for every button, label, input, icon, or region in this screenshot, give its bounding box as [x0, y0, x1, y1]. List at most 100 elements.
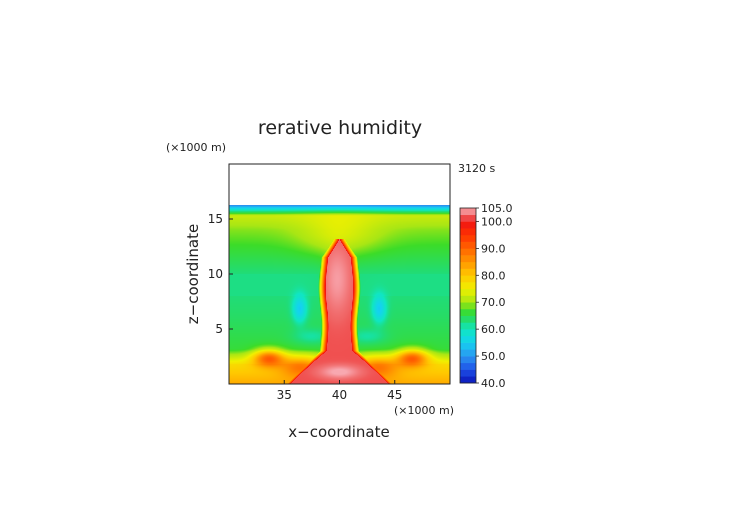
field-cell: [234, 219, 235, 220]
field-cell: [398, 216, 399, 217]
field-cell: [359, 207, 360, 208]
field-cell: [295, 211, 296, 212]
field-cell: [239, 206, 240, 207]
field-cell: [329, 210, 330, 211]
field-cell: [235, 205, 236, 206]
field-cell: [354, 222, 355, 223]
field-cell: [276, 220, 277, 221]
field-cell: [368, 216, 369, 217]
field-cell: [379, 219, 380, 220]
field-cell: [399, 207, 400, 208]
field-cell: [237, 219, 238, 220]
field-cell: [356, 212, 357, 213]
field-cell: [255, 210, 256, 211]
field-cell: [416, 206, 417, 207]
field-cell: [437, 214, 438, 215]
field-cell: [310, 219, 311, 220]
field-cell: [330, 209, 331, 210]
field-cell: [248, 207, 249, 208]
field-cell: [314, 217, 315, 218]
field-cell: [366, 208, 367, 209]
field-cell: [251, 216, 252, 217]
field-cell: [424, 212, 425, 213]
field-cell: [356, 221, 357, 222]
field-cell: [435, 209, 436, 210]
time-label: 3120 s: [458, 162, 495, 175]
field-cell: [424, 211, 425, 212]
field-cell: [380, 209, 381, 210]
field-cell: [358, 222, 359, 223]
field-cell: [374, 218, 375, 219]
field-cell: [393, 207, 394, 208]
field-cell: [299, 220, 300, 221]
field-cell: [299, 209, 300, 210]
field-cell: [395, 206, 396, 207]
field-cell: [310, 207, 311, 208]
field-cell: [425, 206, 426, 207]
field-cell: [441, 216, 442, 217]
field-cell: [251, 222, 252, 223]
field-cell: [435, 212, 436, 213]
field-cell: [281, 219, 282, 220]
field-cell: [327, 213, 328, 214]
field-cell: [288, 217, 289, 218]
field-cell: [336, 215, 337, 216]
field-cell: [294, 211, 295, 212]
field-cell: [417, 206, 418, 207]
field-cell: [369, 205, 370, 206]
field-cell: [369, 221, 370, 222]
field-cell: [246, 205, 247, 206]
field-cell: [263, 217, 264, 218]
field-cell: [399, 211, 400, 212]
field-cell: [279, 221, 280, 222]
field-cell: [299, 223, 300, 224]
field-cell: [274, 205, 275, 206]
field-cell: [251, 219, 252, 220]
field-cell: [289, 205, 290, 206]
field-cell: [352, 207, 353, 208]
field-cell: [414, 215, 415, 216]
field-cell: [301, 223, 302, 224]
field-cell: [372, 206, 373, 207]
field-cell: [312, 217, 313, 218]
field-cell: [250, 223, 251, 224]
field-cell: [326, 216, 327, 217]
field-cell: [350, 217, 351, 218]
field-cell: [296, 224, 297, 225]
field-cell: [328, 218, 329, 219]
field-cell: [304, 213, 305, 214]
field-cell: [240, 213, 241, 214]
field-cell: [384, 212, 385, 213]
field-cell: [432, 210, 433, 211]
field-cell: [241, 214, 242, 215]
field-cell: [434, 207, 435, 208]
field-cell: [248, 206, 249, 207]
field-cell: [257, 209, 258, 210]
field-cell: [396, 218, 397, 219]
field-cell: [303, 209, 304, 210]
field-cell: [348, 214, 349, 215]
field-cell: [327, 214, 328, 215]
field-cell: [409, 207, 410, 208]
field-cell: [309, 210, 310, 211]
field-cell: [408, 214, 409, 215]
field-cell: [366, 219, 367, 220]
field-cell: [288, 212, 289, 213]
field-cell: [358, 223, 359, 224]
field-cell: [443, 223, 444, 224]
field-cell: [247, 214, 248, 215]
field-cell: [291, 216, 292, 217]
field-cell: [294, 210, 295, 211]
field-cell: [440, 207, 441, 208]
field-cell: [364, 213, 365, 214]
field-cell: [439, 216, 440, 217]
field-cell: [434, 211, 435, 212]
field-cell: [343, 212, 344, 213]
field-cell: [392, 211, 393, 212]
field-cell: [413, 208, 414, 209]
field-cell: [264, 220, 265, 221]
field-cell: [384, 205, 385, 206]
field-cell: [352, 213, 353, 214]
field-cell: [356, 215, 357, 216]
field-cell: [372, 208, 373, 209]
